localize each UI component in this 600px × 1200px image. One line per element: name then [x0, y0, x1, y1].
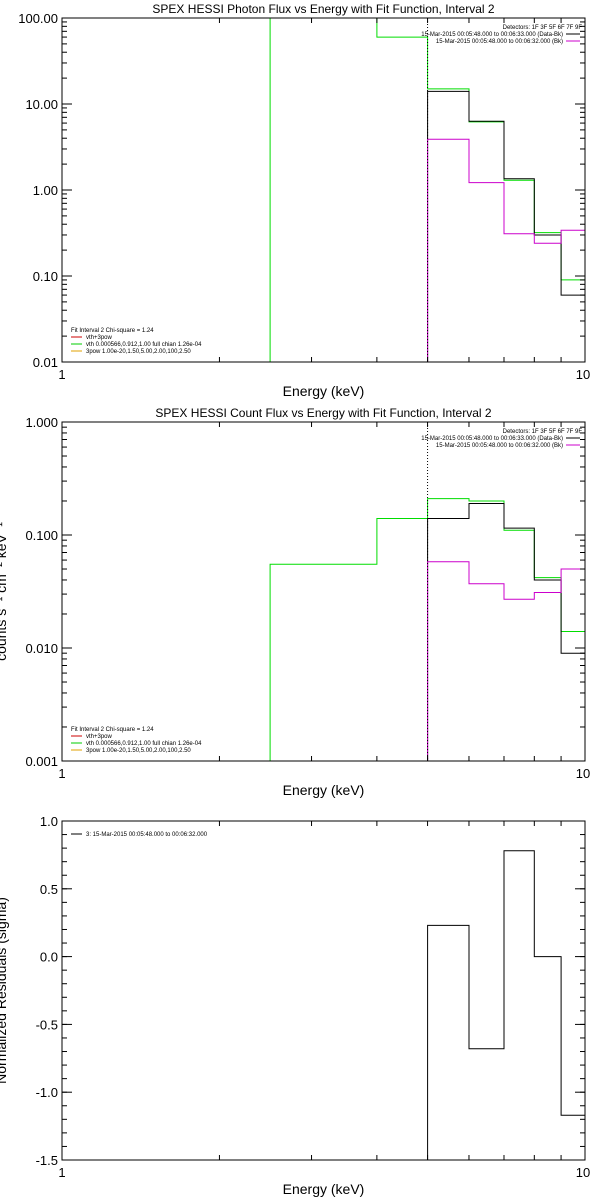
- y-tick-label: 1.0: [40, 814, 58, 829]
- y-tick-label: 0.001: [25, 754, 58, 769]
- legend-right-entry: 15-Mar-2015 00:05:48.000 to 00:06:32.000…: [436, 443, 563, 449]
- y-tick-label: -1.0: [36, 1085, 58, 1100]
- legend-left-entry: 3pow 1.00e-20,1.50,5.00,2.00,100,2.50: [86, 748, 191, 754]
- legend-left-entry: Fit Interval 2 Chi-square = 1.24: [71, 328, 154, 334]
- chart-title: SPEX HESSI Count Flux vs Energy with Fit…: [155, 406, 491, 420]
- legend-left-entry: vth 0.000566,0.912,1.00 full chian 1.26e…: [86, 741, 202, 747]
- y-tick-label: 0.10: [33, 269, 58, 284]
- y-axis-label: counts s⁻¹ cm⁻² keV⁻¹: [0, 522, 9, 661]
- series-3-line: [427, 138, 586, 362]
- legend-right-entry: 15-Mar-2015 00:05:48.000 to 00:06:33.000…: [421, 32, 563, 38]
- y-tick-label: 0.100: [25, 528, 58, 543]
- y-axis-label: Normalized Residuals (sigma): [0, 897, 9, 1084]
- series-2-line: [427, 503, 586, 761]
- legend-right-entry: 15-Mar-2015 00:05:48.000 to 00:06:33.000…: [421, 436, 563, 442]
- legend-right-entry: 15-Mar-2015 00:05:48.000 to 00:06:32.000…: [436, 39, 563, 45]
- chart-panel-3: 1 10 Energy (keV) 1.0 0.5 0.0 -0.5 -1.0 -1.5 Norm…: [0, 814, 590, 1197]
- legend-right-entry: Detectors: 1F 3F 5F 6F 7F 9F: [503, 25, 583, 31]
- x-tick-label: 10: [576, 766, 590, 781]
- x-axis-label: Energy (keV): [283, 1181, 365, 1197]
- y-tick-label: 0.010: [25, 641, 58, 656]
- legend-left-entry: Fit Interval 2 Chi-square = 1.24: [71, 727, 154, 733]
- x-tick-label: 10: [576, 1165, 590, 1180]
- y-tick-label: 0.5: [40, 882, 58, 897]
- x-tick-label: 10: [576, 367, 590, 382]
- chart-panel-2: SPEX HESSI Count Flux vs Energy with Fit…: [0, 406, 590, 798]
- legend-left-entry: vth+3pow: [86, 335, 113, 341]
- y-tick-label: -1.5: [36, 1153, 58, 1168]
- x-tick-label: 1: [58, 1165, 65, 1180]
- plot-frame: [61, 421, 586, 762]
- y-tick-label: -0.5: [36, 1017, 58, 1032]
- y-tick-label: 0.01: [33, 355, 58, 370]
- legend-left-entry: 3: 15-Mar-2015 00:05:48.000 to 00:06:32.…: [86, 832, 208, 838]
- y-tick-label: 100.00: [18, 11, 58, 26]
- legend-right-entry: Detectors: 1F 3F 5F 6F 7F 9F: [503, 429, 583, 435]
- y-tick-label: 0.0: [40, 950, 58, 965]
- y-tick-label: 10.00: [25, 97, 58, 112]
- chart-title: SPEX HESSI Photon Flux vs Energy with Fi…: [152, 2, 494, 16]
- y-tick-label: 1.000: [25, 415, 58, 430]
- legend-left-entry: vth+3pow: [86, 734, 113, 740]
- series-3-line: [427, 561, 586, 761]
- chart-panel-1: SPEX HESSI Photon Flux vs Energy with Fi…: [18, 2, 590, 399]
- legend-left-entry: 3pow 1.00e-20,1.50,5.00,2.00,100,2.50: [86, 349, 191, 355]
- x-tick-label: 1: [58, 766, 65, 781]
- legend-left-entry: vth 0.000566,0.912,1.00 full chian 1.26e…: [86, 342, 202, 348]
- x-axis-label: Energy (keV): [283, 383, 365, 399]
- series-1-line: [427, 850, 586, 1160]
- x-axis-label: Energy (keV): [283, 782, 365, 798]
- y-tick-label: 1.00: [33, 183, 58, 198]
- series-2-line: [427, 90, 586, 362]
- plot-frame: [61, 17, 586, 363]
- plot-frame: [61, 820, 586, 1161]
- x-tick-label: 1: [58, 367, 65, 382]
